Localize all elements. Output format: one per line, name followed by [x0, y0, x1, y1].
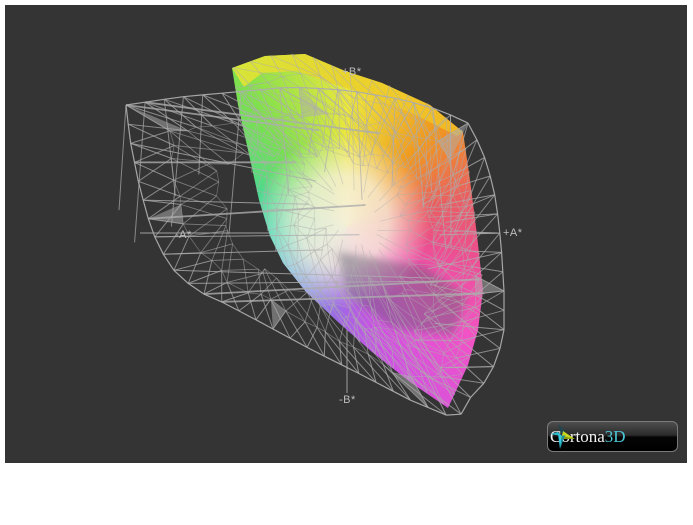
axis-label-minus-b: -B*: [339, 394, 356, 406]
axis-label-plus-a: +A*: [503, 227, 523, 239]
cortona3d-logo-button[interactable]: Cortona 3D: [547, 421, 678, 452]
axis-label-minus-a: -A*: [175, 229, 192, 241]
logo-suffix: 3D: [604, 426, 626, 446]
cortona3d-star-icon: [550, 424, 575, 449]
adobergb-wireframe-mesh: [118, 53, 505, 416]
axis-label-plus-b: +B*: [342, 66, 362, 78]
viewer-3d-canvas[interactable]: +B* +A* -A* -B* Cortona 3D: [5, 5, 687, 463]
legend-bar: HP_Envy17_LeapMotion_ Touch_FHD.icm Adob…: [0, 463, 693, 525]
